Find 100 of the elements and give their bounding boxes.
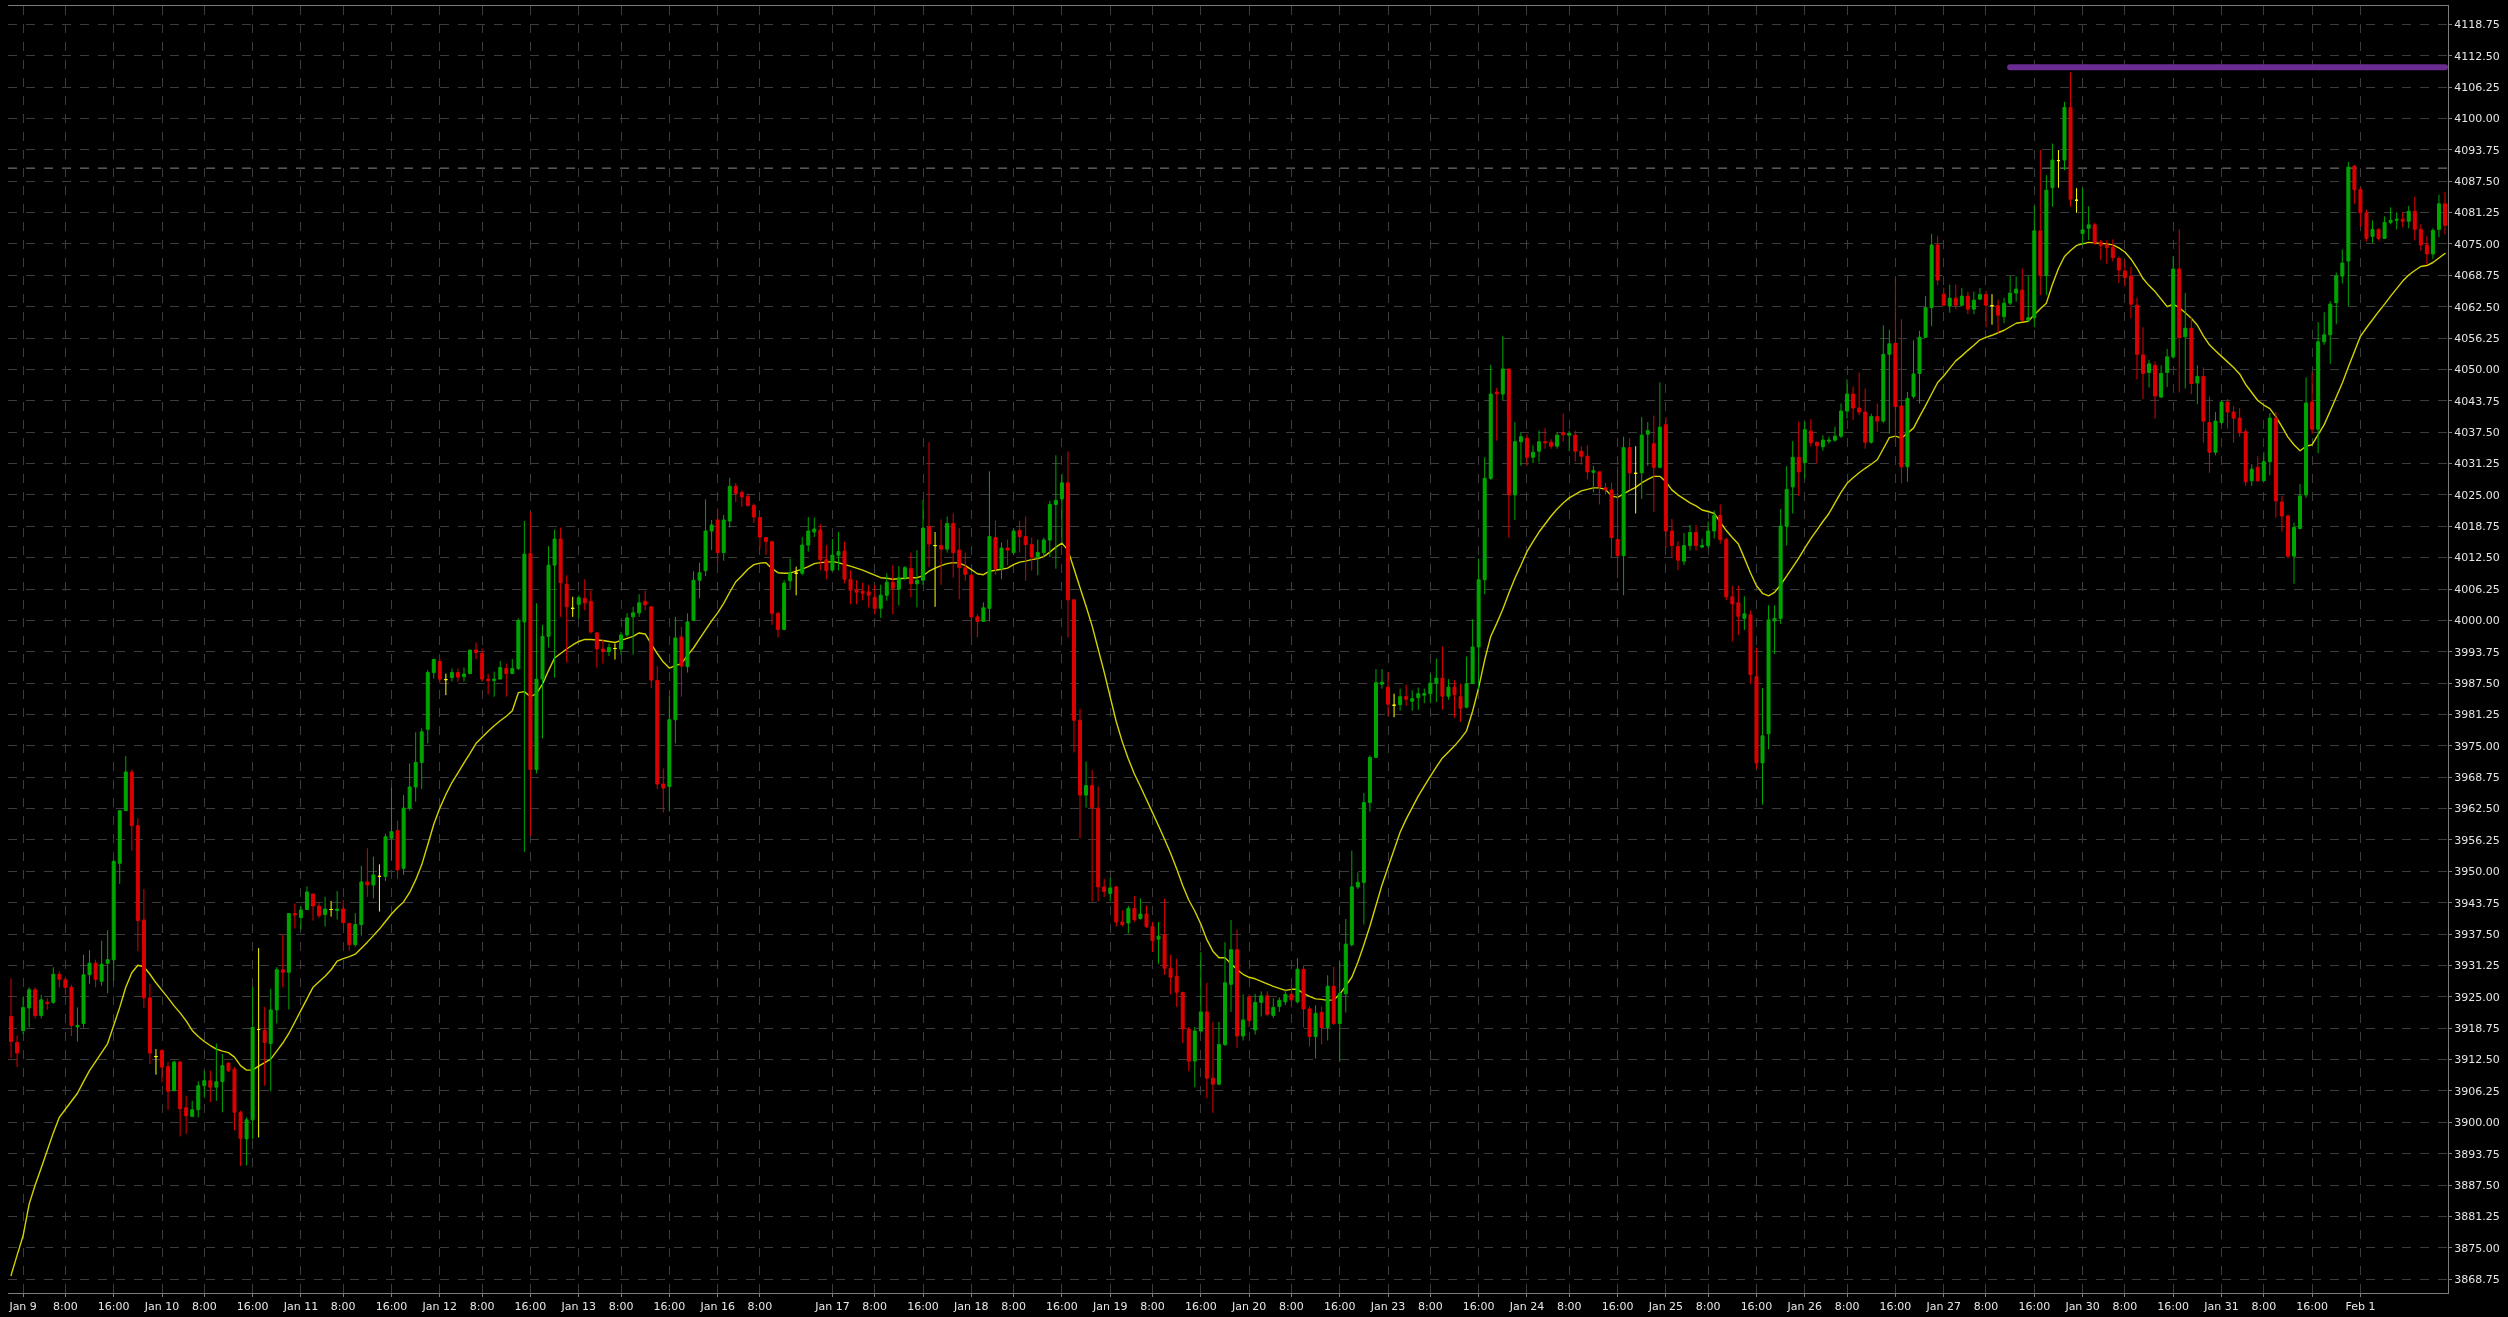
candlestick — [1084, 760, 1089, 809]
candlestick — [1851, 385, 1856, 421]
y-tick-label: 4081.25 — [2454, 206, 2500, 220]
x-tick-label: Jan 23 — [1369, 1300, 1406, 1314]
candlestick — [298, 905, 303, 931]
candlestick — [1591, 465, 1596, 493]
candlestick — [673, 616, 678, 744]
candlestick — [1416, 687, 1421, 711]
candlestick — [2443, 191, 2447, 235]
candlestick — [111, 859, 116, 982]
y-tick-label: 4075.00 — [2454, 237, 2500, 251]
candlestick — [1241, 993, 1246, 1042]
x-tick-label: Jan 13 — [560, 1300, 596, 1314]
x-tick-label: 8:00 — [747, 1300, 773, 1314]
candlestick — [1410, 689, 1415, 712]
candlestick — [1247, 993, 1252, 1028]
candlestick — [1313, 1004, 1318, 1060]
candlestick — [1645, 421, 1650, 467]
candlestick — [51, 966, 56, 1005]
candlestick — [812, 516, 817, 538]
candlestick — [884, 572, 889, 602]
candlestick — [2122, 259, 2127, 288]
y-tick-label: 3875.00 — [2454, 1241, 2500, 1255]
candlestick — [522, 520, 527, 853]
candlestick — [27, 986, 32, 1028]
candlestick — [625, 612, 630, 638]
candlestick — [75, 1006, 80, 1043]
candlestick — [1059, 473, 1064, 544]
candlestick — [2056, 149, 2061, 189]
candlestick — [292, 902, 297, 930]
y-tick-label: 3956.25 — [2454, 833, 2500, 847]
candlestick — [1724, 537, 1729, 601]
candlestick — [757, 516, 762, 550]
candlestick — [9, 977, 13, 1059]
candlestick — [1754, 646, 1759, 770]
candlestick — [2261, 451, 2266, 482]
candlestick — [1404, 684, 1409, 707]
candlestick — [1555, 432, 1560, 450]
x-tick-label: 8:00 — [608, 1300, 634, 1314]
candlestick — [39, 994, 44, 1019]
candlestick — [1983, 290, 1988, 328]
candlestick — [178, 1060, 183, 1137]
y-tick-label: 4087.50 — [2454, 175, 2500, 189]
candlestick — [1023, 515, 1028, 582]
candlestick — [2032, 205, 2037, 328]
x-tick-label: 8:00 — [1417, 1300, 1443, 1314]
candlestick — [655, 665, 660, 790]
candlestick — [2430, 227, 2435, 260]
candlestick — [1398, 688, 1403, 712]
candlestick — [286, 913, 291, 1010]
x-tick-label: 16:00 — [1601, 1300, 1634, 1314]
candlestick — [800, 536, 805, 576]
candlestick — [2237, 407, 2242, 438]
candlestick — [2424, 235, 2429, 266]
candlestick — [347, 922, 352, 952]
x-tick-label: 8:00 — [2112, 1300, 2138, 1314]
candlestick — [2068, 71, 2073, 208]
x-tick-label: 16:00 — [2157, 1300, 2190, 1314]
y-tick-label: 3900.00 — [2454, 1116, 2500, 1130]
candlestick — [317, 901, 322, 919]
candlestick — [2110, 238, 2115, 262]
candlestick — [1452, 679, 1457, 719]
candlestick — [2141, 326, 2145, 400]
candlestick — [1863, 387, 1868, 450]
candlestick — [1688, 524, 1693, 552]
x-tick-label: 16:00 — [1323, 1300, 1356, 1314]
candlestick — [166, 1061, 171, 1111]
candlestick — [890, 564, 895, 615]
candlestick — [878, 584, 883, 619]
candlestick — [492, 671, 497, 698]
candlestick — [872, 584, 877, 615]
candlestick — [2189, 316, 2194, 395]
candlestick — [1120, 910, 1125, 928]
x-tick-label: 16:00 — [1740, 1300, 1773, 1314]
candlestick — [631, 606, 636, 656]
candlestick — [1476, 558, 1481, 691]
candlestick — [2316, 321, 2321, 454]
candlestick — [1675, 540, 1680, 571]
candlestick — [2285, 513, 2290, 560]
candlestick — [866, 584, 871, 608]
candlestick — [2406, 205, 2411, 229]
candlestick — [1373, 668, 1378, 758]
candlestick — [2298, 483, 2303, 531]
candlestick — [280, 934, 285, 988]
candlestick — [1138, 897, 1143, 920]
candlestick — [359, 865, 364, 937]
x-tick-label: 16:00 — [2296, 1300, 2328, 1314]
candlestick — [794, 566, 799, 596]
candlestick — [407, 762, 412, 812]
candlestick — [1174, 958, 1179, 1008]
candlestick — [1078, 708, 1083, 839]
candlestick — [2153, 360, 2158, 420]
candlestick — [1265, 990, 1270, 1017]
y-tick-label: 3975.00 — [2454, 739, 2500, 753]
candlestick — [1935, 235, 1940, 286]
candlestick — [1029, 537, 1034, 572]
candlestick — [969, 572, 974, 637]
candlestick — [1277, 996, 1282, 1013]
x-tick-label: 16:00 — [1462, 1300, 1495, 1314]
candlestick — [763, 537, 768, 556]
